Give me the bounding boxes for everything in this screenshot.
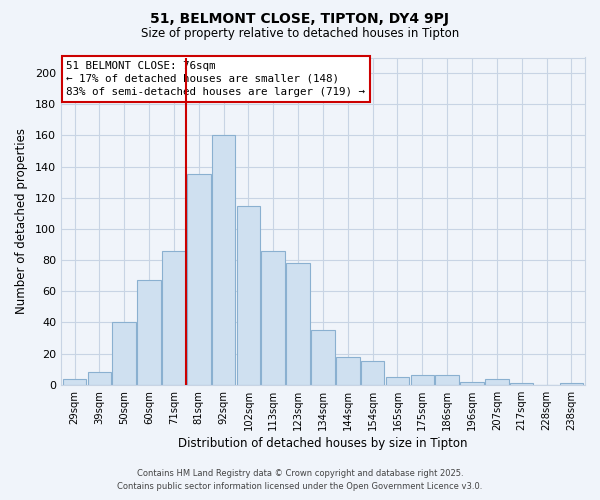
Bar [485, 378, 509, 385]
Bar [236, 206, 260, 385]
Text: Contains HM Land Registry data © Crown copyright and database right 2025.
Contai: Contains HM Land Registry data © Crown c… [118, 470, 482, 491]
Text: 51, BELMONT CLOSE, TIPTON, DY4 9PJ: 51, BELMONT CLOSE, TIPTON, DY4 9PJ [151, 12, 449, 26]
Bar [386, 377, 409, 385]
Bar [560, 384, 583, 385]
X-axis label: Distribution of detached houses by size in Tipton: Distribution of detached houses by size … [178, 437, 468, 450]
Bar [187, 174, 211, 385]
Bar [460, 382, 484, 385]
Bar [262, 251, 285, 385]
Bar [112, 322, 136, 385]
Bar [336, 357, 359, 385]
Bar [162, 251, 186, 385]
Bar [510, 384, 533, 385]
Bar [212, 136, 235, 385]
Bar [137, 280, 161, 385]
Bar [311, 330, 335, 385]
Bar [63, 378, 86, 385]
Bar [410, 376, 434, 385]
Bar [436, 376, 459, 385]
Bar [88, 372, 111, 385]
Y-axis label: Number of detached properties: Number of detached properties [15, 128, 28, 314]
Text: Size of property relative to detached houses in Tipton: Size of property relative to detached ho… [141, 28, 459, 40]
Text: 51 BELMONT CLOSE: 76sqm
← 17% of detached houses are smaller (148)
83% of semi-d: 51 BELMONT CLOSE: 76sqm ← 17% of detache… [66, 61, 365, 97]
Bar [286, 263, 310, 385]
Bar [361, 362, 385, 385]
